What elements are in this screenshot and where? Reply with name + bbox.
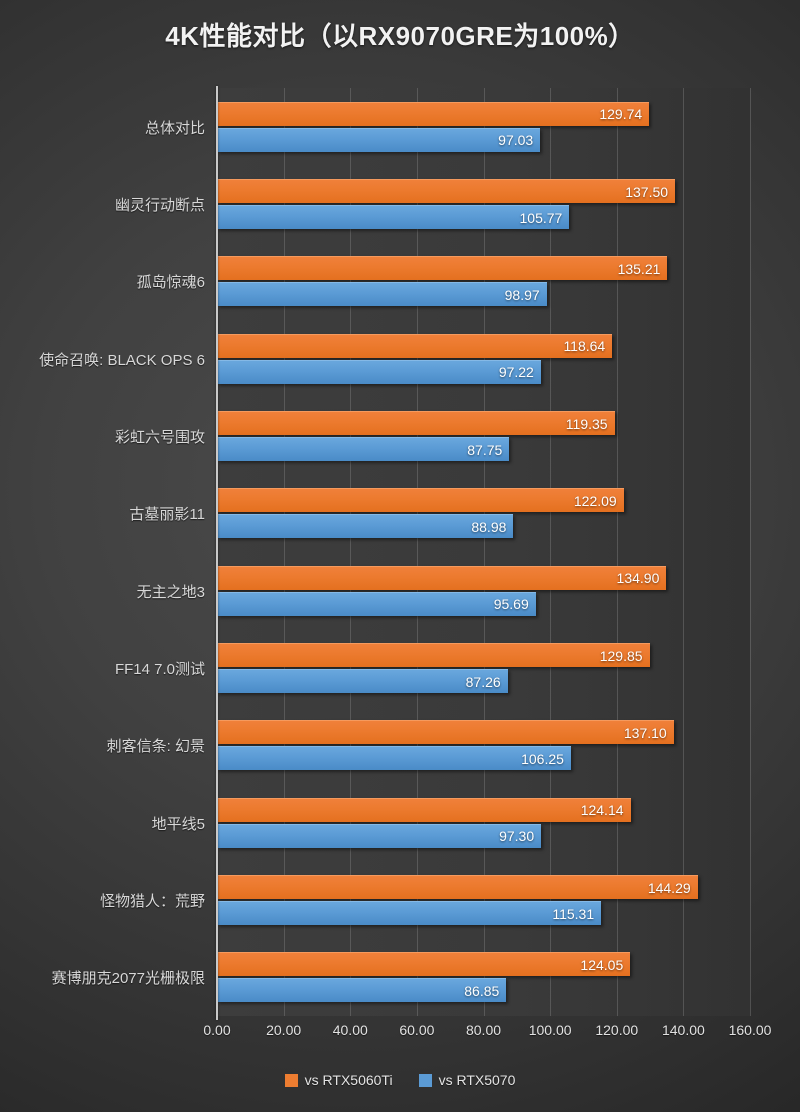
category-label: 古墓丽影11: [129, 506, 205, 524]
bar-value-label: 88.98: [471, 518, 507, 535]
bar-value-label: 115.31: [552, 905, 595, 922]
x-axis-tick-labels: 0.00 20.00 40.00 60.00 80.00 100.00 120.00 140.…: [0, 1022, 800, 1048]
bar: 97.30: [217, 823, 542, 848]
bar: 137.50: [217, 179, 676, 203]
gridline: [416, 88, 418, 1016]
bar-value-label: 135.21: [617, 260, 661, 277]
gridline: [750, 88, 751, 1016]
gridline: [283, 88, 285, 1016]
bar: 115.31: [217, 901, 602, 925]
category-label: FF14 7.0测试: [114, 661, 205, 678]
category-label: 幽灵行动断点: [114, 197, 205, 214]
bar-value-label: 124.05: [580, 956, 624, 973]
category-label: 彩虹六号围攻: [114, 429, 205, 446]
category-label: 总体对比: [144, 119, 205, 137]
bar-value-label: 105.77: [519, 209, 563, 226]
bar-value-label: 119.35: [565, 415, 608, 432]
bar: 129.85: [217, 643, 650, 667]
legend-label: vs RTX5070: [438, 1072, 516, 1088]
bar: 105.77: [217, 205, 570, 229]
bar-value-label: 137.10: [623, 724, 667, 741]
bar-value-label: 97.03: [498, 132, 534, 149]
legend-item[interactable]: vs RTX5070: [418, 1072, 516, 1088]
category-label: 怪物猎人：荒野: [99, 893, 205, 910]
bar-value-label: 124.14: [580, 802, 624, 819]
bar-value-label: 95.69: [493, 596, 529, 613]
y-axis-line: [216, 86, 218, 1020]
bar: 129.74: [217, 101, 650, 126]
bar: 124.05: [217, 952, 631, 977]
category-label: 使命召唤: BLACK OPS 6: [39, 351, 205, 369]
gridline: [550, 88, 552, 1016]
bar: 98.97: [217, 282, 547, 307]
bar-value-label: 87.26: [465, 673, 501, 690]
bar: 135.21: [217, 256, 668, 281]
x-tick-label: 80.00: [465, 1022, 502, 1038]
chart-title: 4K性能对比（以RX9070GRE为100%）: [165, 21, 635, 51]
bar-value-label: 97.30: [499, 828, 535, 845]
legend-item[interactable]: vs RTX5060Ti: [284, 1072, 393, 1088]
bar-value-label: 129.85: [599, 647, 643, 664]
category-label: 无主之地3: [136, 583, 205, 601]
bar-value-label: 98.97: [504, 286, 540, 303]
bar-value-label: 87.75: [467, 441, 503, 458]
x-tick-label: 140.00: [661, 1022, 705, 1038]
bar: 97.22: [217, 359, 541, 384]
bar: 88.98: [217, 514, 514, 539]
x-tick-label: 40.00: [332, 1022, 368, 1038]
bar-value-label: 106.25: [521, 750, 564, 767]
bar-value-label: 97.22: [498, 364, 534, 381]
category-label: 赛博朋克2077光栅极限: [51, 970, 205, 988]
bar-value-label: 137.50: [625, 183, 669, 200]
gridline: [683, 88, 685, 1016]
bar: 119.35: [217, 411, 615, 435]
x-tick-label: 120.00: [595, 1022, 639, 1038]
bar: 95.69: [217, 591, 536, 616]
bar: 118.64: [217, 333, 613, 358]
category-axis-labels: 总体对比幽灵行动断点孤岛惊魂6 使命召唤: BLACK OPS 6 彩虹六号围攻古墓…: [0, 88, 217, 1016]
bar: 106.25: [217, 746, 571, 771]
bar: 86.85: [217, 978, 507, 1003]
bar-value-label: 86.85: [464, 982, 500, 999]
gridline: [616, 88, 618, 1016]
plot-area: 129.74 97.03 137.50 105.77 135.21 98.97 118.64…: [217, 88, 751, 1016]
x-tick-label: 60.00: [399, 1022, 435, 1038]
bar-value-label: 129.74: [599, 106, 643, 123]
category-label: 孤岛惊魂6: [136, 274, 205, 292]
x-tick-label: 0.00: [203, 1022, 231, 1038]
bar: 87.26: [217, 669, 508, 693]
bar: 137.10: [217, 720, 674, 745]
x-tick-label: 20.00: [266, 1022, 302, 1038]
category-label: 地平线5: [151, 815, 205, 833]
bar: 87.75: [217, 437, 510, 461]
bar: 144.29: [217, 875, 698, 899]
legend-swatch-icon: [284, 1073, 298, 1087]
gridline: [350, 88, 352, 1016]
x-tick-label: 100.00: [528, 1022, 572, 1038]
bar: 124.14: [217, 797, 631, 822]
bar-value-label: 144.29: [647, 879, 691, 896]
chart-legend: vs RTX5060Ti vs RTX5070: [0, 1072, 800, 1088]
bar-value-label: 134.90: [616, 570, 660, 587]
bar: 134.90: [217, 565, 667, 590]
bar-value-label: 122.09: [573, 492, 617, 509]
bar-value-label: 118.64: [563, 338, 606, 355]
legend-swatch-icon: [418, 1073, 432, 1087]
x-tick-label: 160.00: [728, 1022, 772, 1038]
legend-label: vs RTX5060Ti: [304, 1072, 393, 1088]
bar: 97.03: [217, 127, 541, 152]
gridline: [483, 88, 485, 1016]
bar: 122.09: [217, 488, 624, 513]
category-label: 刺客信条: 幻景: [106, 738, 205, 756]
